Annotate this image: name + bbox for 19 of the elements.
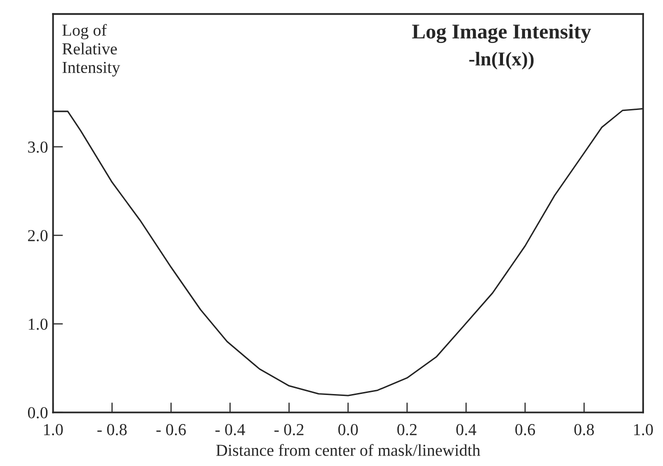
x-tick-label: 1.0 bbox=[44, 424, 63, 436]
x-tick-label: 0.2 bbox=[397, 424, 417, 436]
x-tick-label: 1.0 bbox=[634, 424, 653, 436]
x-tick-label: - 0.2 bbox=[274, 424, 304, 436]
y-axis-title: Log of Relative Intensity bbox=[62, 24, 120, 76]
x-axis-title: Distance from center of mask/linewidth bbox=[216, 444, 480, 456]
x-tick-label: 0.6 bbox=[515, 424, 536, 436]
x-tick-label: 0.4 bbox=[456, 424, 476, 436]
x-tick-label: 0.0 bbox=[338, 424, 358, 436]
y-tick-label: 2.0 bbox=[28, 230, 48, 242]
chart-title: Log Image Intensity bbox=[412, 24, 591, 43]
text: -ln(I(x)) bbox=[469, 52, 534, 70]
x-tick-label: - 0.6 bbox=[156, 424, 186, 436]
x-tick-label: - 0.8 bbox=[97, 424, 127, 436]
y-tick-label: 1.0 bbox=[28, 318, 48, 330]
x-tick-label: 0.8 bbox=[574, 424, 594, 436]
y-tick-label: 0.0 bbox=[28, 407, 48, 418]
y-tick-label: 3.0 bbox=[28, 141, 48, 153]
x-tick-label: - 0.4 bbox=[215, 424, 246, 436]
